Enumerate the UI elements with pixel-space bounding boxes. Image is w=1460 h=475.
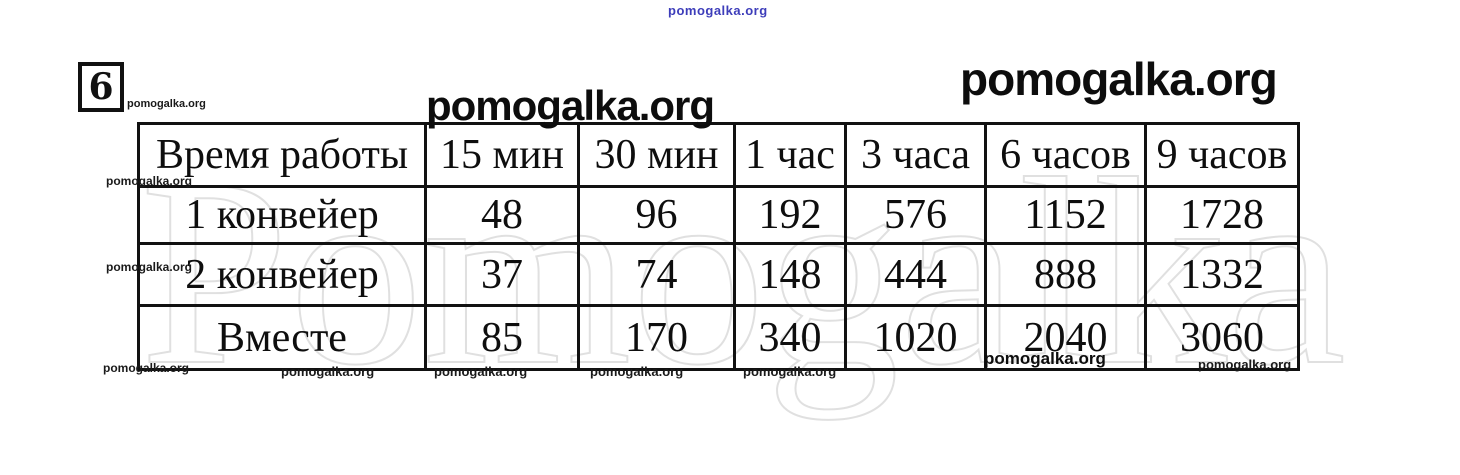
row-label-cell: Вместе bbox=[137, 304, 427, 371]
value-cell: 1152 bbox=[984, 185, 1147, 245]
value-cell: 340 bbox=[733, 304, 847, 371]
task-number: 6 bbox=[88, 66, 114, 108]
header-cell: 15 мин bbox=[424, 122, 580, 188]
value-cell: 74 bbox=[577, 242, 736, 307]
watermark-left-3: pomogalka.org bbox=[103, 361, 190, 375]
header-cell: 30 мин bbox=[577, 122, 736, 188]
work-time-table: Время работы 15 мин 30 мин 1 час 3 часа … bbox=[137, 122, 1300, 371]
header-cell: 3 часа bbox=[844, 122, 987, 188]
table-row: 1 конвейер 48 96 192 576 1152 1728 bbox=[137, 185, 1300, 245]
watermark-bottom-3: pomogalka.org bbox=[590, 364, 684, 379]
watermark-bottom-5: pomogalka.org bbox=[984, 349, 1106, 368]
value-cell: 48 bbox=[424, 185, 580, 245]
watermark-bottom-6: pomogalka.org bbox=[1198, 357, 1292, 372]
value-cell: 1728 bbox=[1144, 185, 1300, 245]
watermark-left-1: pomogalka.org bbox=[106, 174, 193, 188]
watermark-near-badge: pomogalka.org bbox=[127, 98, 206, 110]
value-cell: 444 bbox=[844, 242, 987, 307]
row-label-cell: 2 конвейер bbox=[137, 242, 427, 307]
value-cell: 576 bbox=[844, 185, 987, 245]
value-cell: 192 bbox=[733, 185, 847, 245]
watermark-center-large: pomogalka.org bbox=[426, 82, 715, 129]
row-label-cell: 1 конвейер bbox=[137, 185, 427, 245]
task-number-badge: 6 bbox=[78, 62, 124, 112]
value-cell: 96 bbox=[577, 185, 736, 245]
value-cell: 1332 bbox=[1144, 242, 1300, 307]
table-row: Вместе 85 170 340 1020 2040 3060 bbox=[137, 304, 1300, 371]
header-cell: 6 часов bbox=[984, 122, 1147, 188]
header-cell: 1 час bbox=[733, 122, 847, 188]
watermark-bottom-2: pomogalka.org bbox=[434, 364, 528, 379]
value-cell: 2040 bbox=[984, 304, 1147, 371]
watermark-right-large: pomogalka.org bbox=[960, 53, 1278, 105]
value-cell: 85 bbox=[424, 304, 580, 371]
watermark-bottom-1: pomogalka.org bbox=[281, 364, 375, 379]
value-cell: 3060 bbox=[1144, 304, 1300, 371]
value-cell: 37 bbox=[424, 242, 580, 307]
value-cell: 170 bbox=[577, 304, 736, 371]
value-cell: 888 bbox=[984, 242, 1147, 307]
header-cell: Время работы bbox=[137, 122, 427, 188]
value-cell: 1020 bbox=[844, 304, 987, 371]
value-cell: 148 bbox=[733, 242, 847, 307]
header-cell: 9 часов bbox=[1144, 122, 1300, 188]
watermark-top-blue: pomogalka.org bbox=[668, 3, 768, 18]
watermark-bottom-4: pomogalka.org bbox=[743, 364, 837, 379]
table-row: 2 конвейер 37 74 148 444 888 1332 bbox=[137, 242, 1300, 307]
table-header-row: Время работы 15 мин 30 мин 1 час 3 часа … bbox=[137, 122, 1300, 188]
watermark-left-2: pomogalka.org bbox=[106, 260, 193, 274]
